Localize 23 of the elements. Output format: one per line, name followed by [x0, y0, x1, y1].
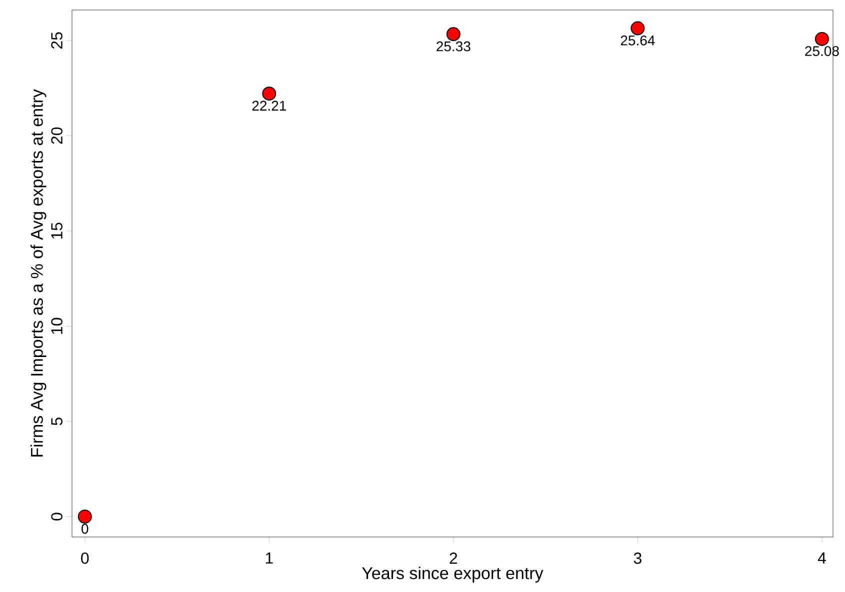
y-tick-label: 0	[51, 512, 62, 520]
y-tick-label: 20	[51, 127, 62, 144]
point	[262, 86, 276, 101]
data-label: 25.08	[805, 46, 839, 56]
x-tick-label: 0	[81, 552, 89, 564]
x-axis-title: Years since export entry	[362, 566, 544, 583]
y-tick-label: 15	[51, 222, 62, 239]
y-tick-label: 25	[51, 32, 62, 49]
point	[630, 21, 645, 36]
data-label: 25.64	[620, 35, 655, 46]
data-label: 0	[82, 524, 88, 534]
y-tick-label: 5	[51, 418, 62, 426]
x-tick-label: 3	[634, 552, 642, 564]
point	[446, 27, 460, 42]
point	[78, 510, 92, 524]
y-tick-label: 10	[51, 318, 62, 334]
x-tick-label: 4	[818, 552, 826, 564]
data-label: 22.21	[252, 100, 286, 111]
x-tick-label: 2	[450, 552, 458, 564]
point	[814, 32, 829, 46]
y-axis-title: Firms Avg Imports as a % of Avg exports at entry	[30, 89, 46, 456]
x-tick-label: 1	[266, 552, 273, 564]
data-label: 25.33	[436, 41, 470, 52]
